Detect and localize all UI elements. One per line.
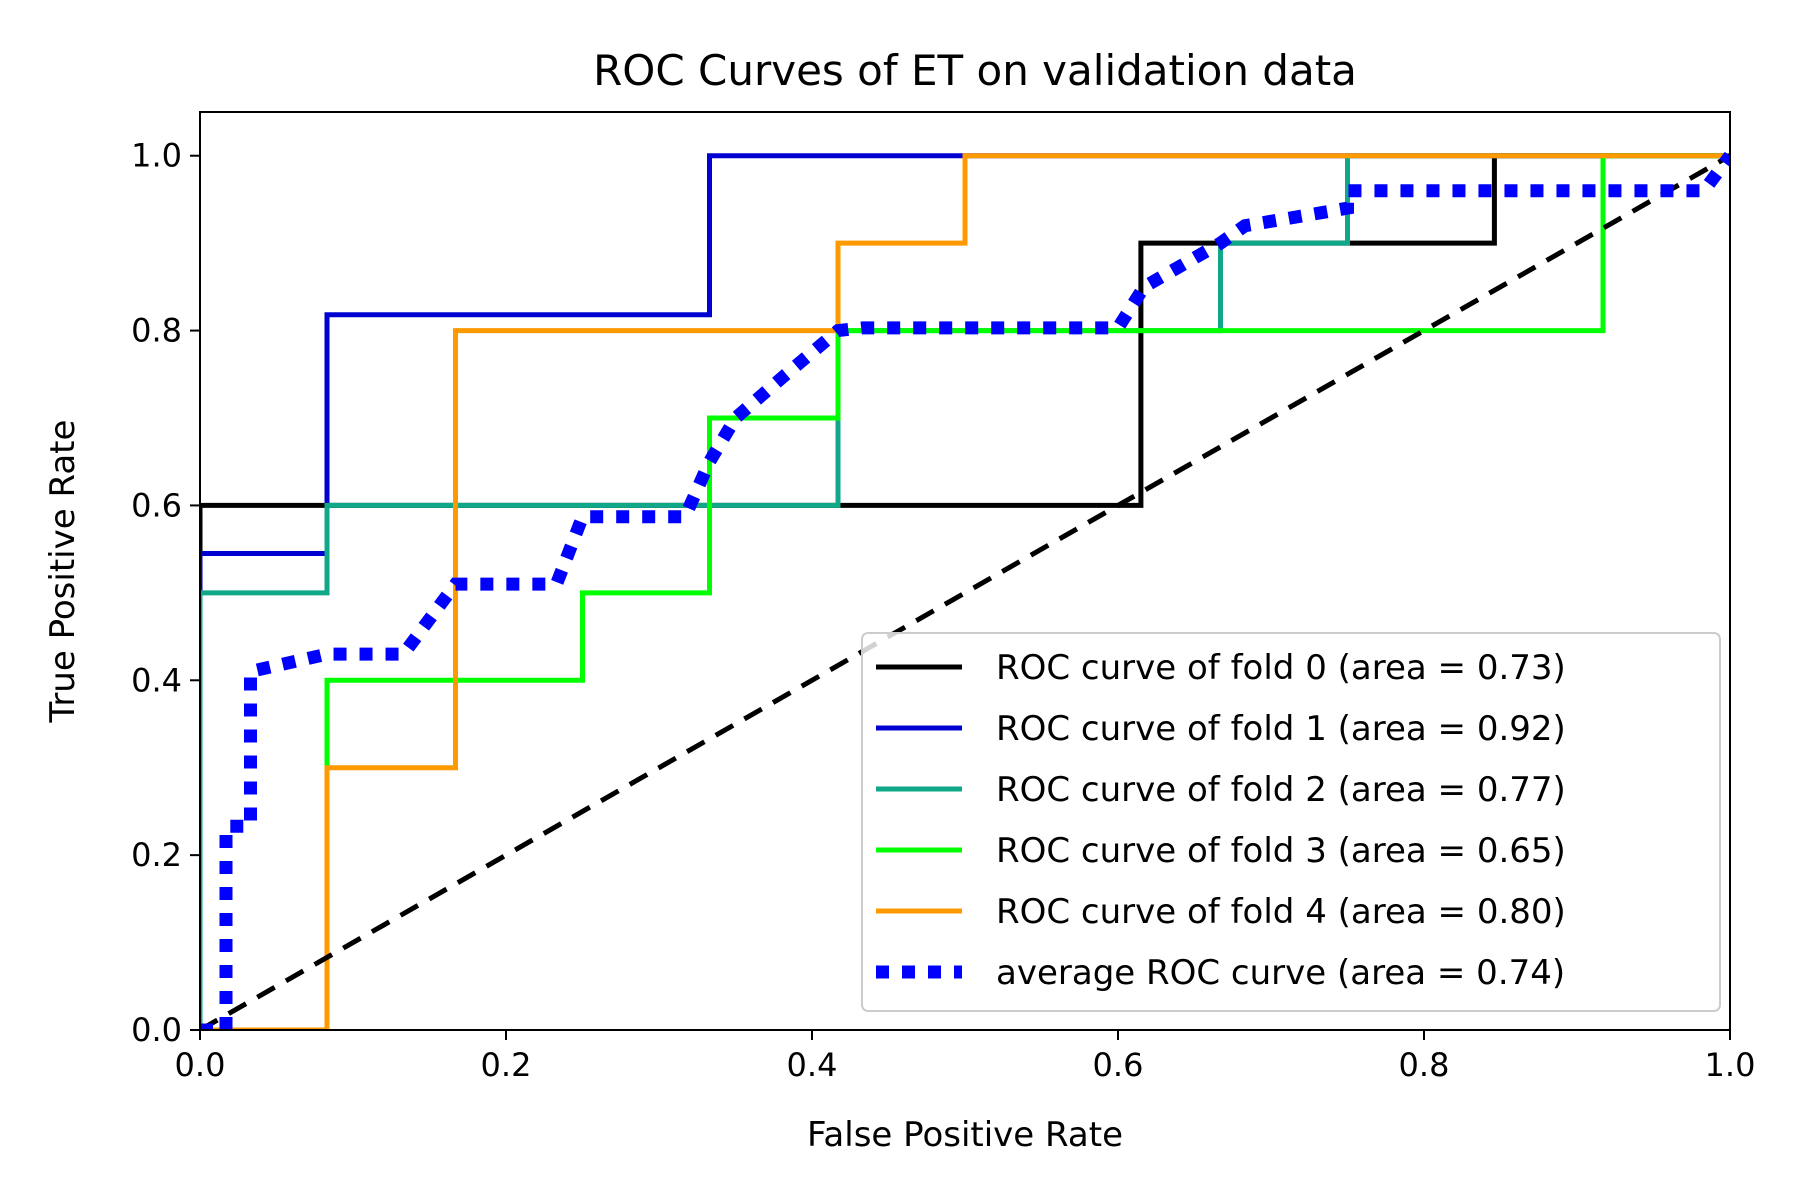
plot-frame — [199, 111, 1731, 1031]
legend-label: ROC curve of fold 2 (area = 0.77) — [996, 770, 1566, 810]
legend-label: average ROC curve (area = 0.74) — [996, 953, 1565, 993]
legend: ROC curve of fold 0 (area = 0.73) ROC cur… — [861, 632, 1721, 1012]
x-tick-label: 0.6 — [1093, 1046, 1144, 1084]
roc-fold-3-line — [200, 153, 1730, 1030]
chance-diagonal-line — [200, 153, 1730, 1030]
x-tick-label: 0.8 — [1399, 1046, 1450, 1084]
legend-label: ROC curve of fold 0 (area = 0.73) — [996, 648, 1566, 688]
legend-label: ROC curve of fold 1 (area = 0.92) — [996, 709, 1566, 749]
x-axis: 0.0 0.2 0.4 0.6 0.8 1.0 — [175, 1030, 1756, 1084]
x-tick-label: 1.0 — [1705, 1046, 1756, 1084]
y-tick-label: 0.8 — [131, 312, 182, 350]
x-tick-label: 0.4 — [787, 1046, 838, 1084]
series-layer — [200, 151, 1730, 1030]
y-tick-label: 0.6 — [131, 486, 182, 524]
roc-fold-1-line — [200, 153, 1730, 1030]
y-tick-label: 0.2 — [131, 836, 182, 874]
legend-label: ROC curve of fold 4 (area = 0.80) — [996, 892, 1566, 932]
y-tick-label: 1.0 — [131, 137, 182, 175]
x-axis-label: False Positive Rate — [807, 1115, 1123, 1155]
y-axis-label: True Positive Rate — [43, 420, 83, 724]
chart-title: ROC Curves of ET on validation data — [593, 46, 1357, 95]
x-tick-label: 0.2 — [481, 1046, 532, 1084]
y-tick-label: 0.0 — [131, 1011, 182, 1049]
roc-fold-4-line — [200, 153, 1730, 1030]
legend-box — [861, 632, 1721, 1012]
legend-label: ROC curve of fold 3 (area = 0.65) — [996, 831, 1566, 871]
y-axis: 0.0 0.2 0.4 0.6 0.8 1.0 — [131, 137, 200, 1049]
x-tick-label: 0.0 — [175, 1046, 226, 1084]
y-tick-label: 0.4 — [131, 661, 182, 699]
